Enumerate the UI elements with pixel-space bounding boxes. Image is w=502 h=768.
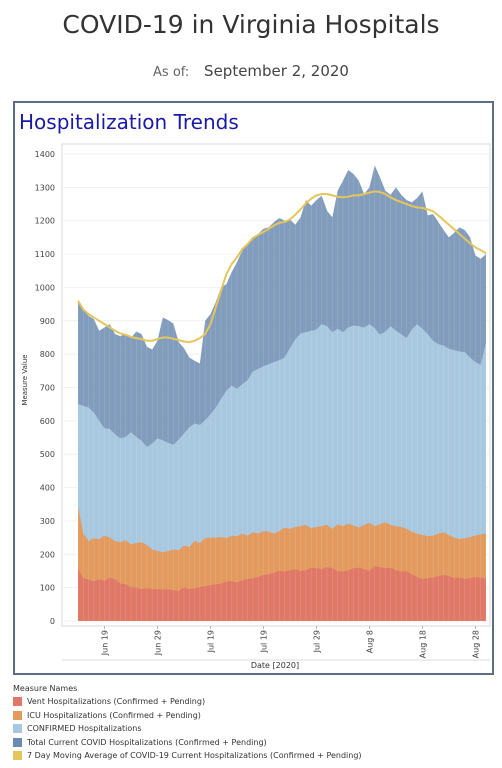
x-tick-label: Aug 8 [365,630,374,653]
as-of-date: September 2, 2020 [204,62,349,80]
page-title: COVID-19 in Virginia Hospitals [62,10,440,39]
y-tick-label: 400 [40,484,55,493]
legend-item[interactable]: Total Current COVID Hospitalizations (Co… [13,736,362,750]
x-axis: Jun 19 Jun 29 Jul 19 Jul 19 Jul 29 Aug 8 Aug 1… [100,626,480,658]
legend: Measure Names Vent Hospitalizations (Con… [13,684,362,763]
y-tick-label: 300 [40,517,55,526]
legend-label: 7 Day Moving Average of COVID-19 Current… [27,751,362,761]
series-moving-average-line[interactable] [77,190,487,344]
legend-label: Total Current COVID Hospitalizations (Co… [27,737,267,747]
legend-label: CONFIRMED Hospitalizations [27,724,142,734]
y-tick-label: 100 [40,584,55,593]
y-tick-label: 500 [40,450,55,459]
x-tick-label: Jul 29 [312,630,321,653]
legend-label: ICU Hospitalizations (Confirmed + Pendin… [27,710,201,720]
y-tick-label: 800 [40,350,55,359]
y-axis: 0 100 200 300 400 500 600 700 800 900 1000 1100 1200… [35,150,55,626]
y-tick-label: 0 [50,617,55,626]
x-tick-label: Jun 29 [153,630,162,656]
as-of-label: As of: [153,65,190,80]
y-tick-label: 1100 [35,250,55,259]
panel-title: Hospitalization Trends [19,110,239,134]
area-layers [77,165,487,621]
y-tick-label: 1200 [35,217,55,226]
x-tick-label: Aug 18 [418,630,427,658]
legend-swatch [13,724,22,734]
y-tick-label: 1400 [35,150,55,159]
series-vent-area[interactable] [78,565,486,621]
legend-item[interactable]: ICU Hospitalizations (Confirmed + Pendin… [13,709,362,723]
legend-swatch [13,710,22,720]
y-tick-label: 200 [40,550,55,559]
legend-title: Measure Names [13,684,78,693]
y-tick-label: 1000 [35,283,55,292]
x-tick-label: Jul 19 [206,630,215,653]
as-of-row: As of: September 2, 2020 [0,62,502,80]
y-tick-label: 600 [40,417,55,426]
legend-item[interactable]: CONFIRMED Hospitalizations [13,722,362,736]
legend-item[interactable]: Vent Hospitalizations (Confirmed + Pendi… [13,695,362,709]
legend-label: Vent Hospitalizations (Confirmed + Pendi… [27,697,206,707]
x-tick-label: Aug 28 [471,630,480,658]
legend-item[interactable]: 7 Day Moving Average of COVID-19 Current… [13,749,362,763]
y-tick-label: 700 [40,384,55,393]
x-tick-label: Jul 19 [259,630,268,653]
legend-swatch [13,751,22,761]
x-tick-label: Jun 19 [100,630,109,656]
legend-swatch [13,737,22,747]
legend-swatch [13,697,22,707]
y-tick-label: 900 [40,317,55,326]
x-axis-label: Date [2020] [251,661,299,670]
y-axis-label: Measure Value [21,354,29,405]
y-tick-label: 1300 [35,183,55,192]
